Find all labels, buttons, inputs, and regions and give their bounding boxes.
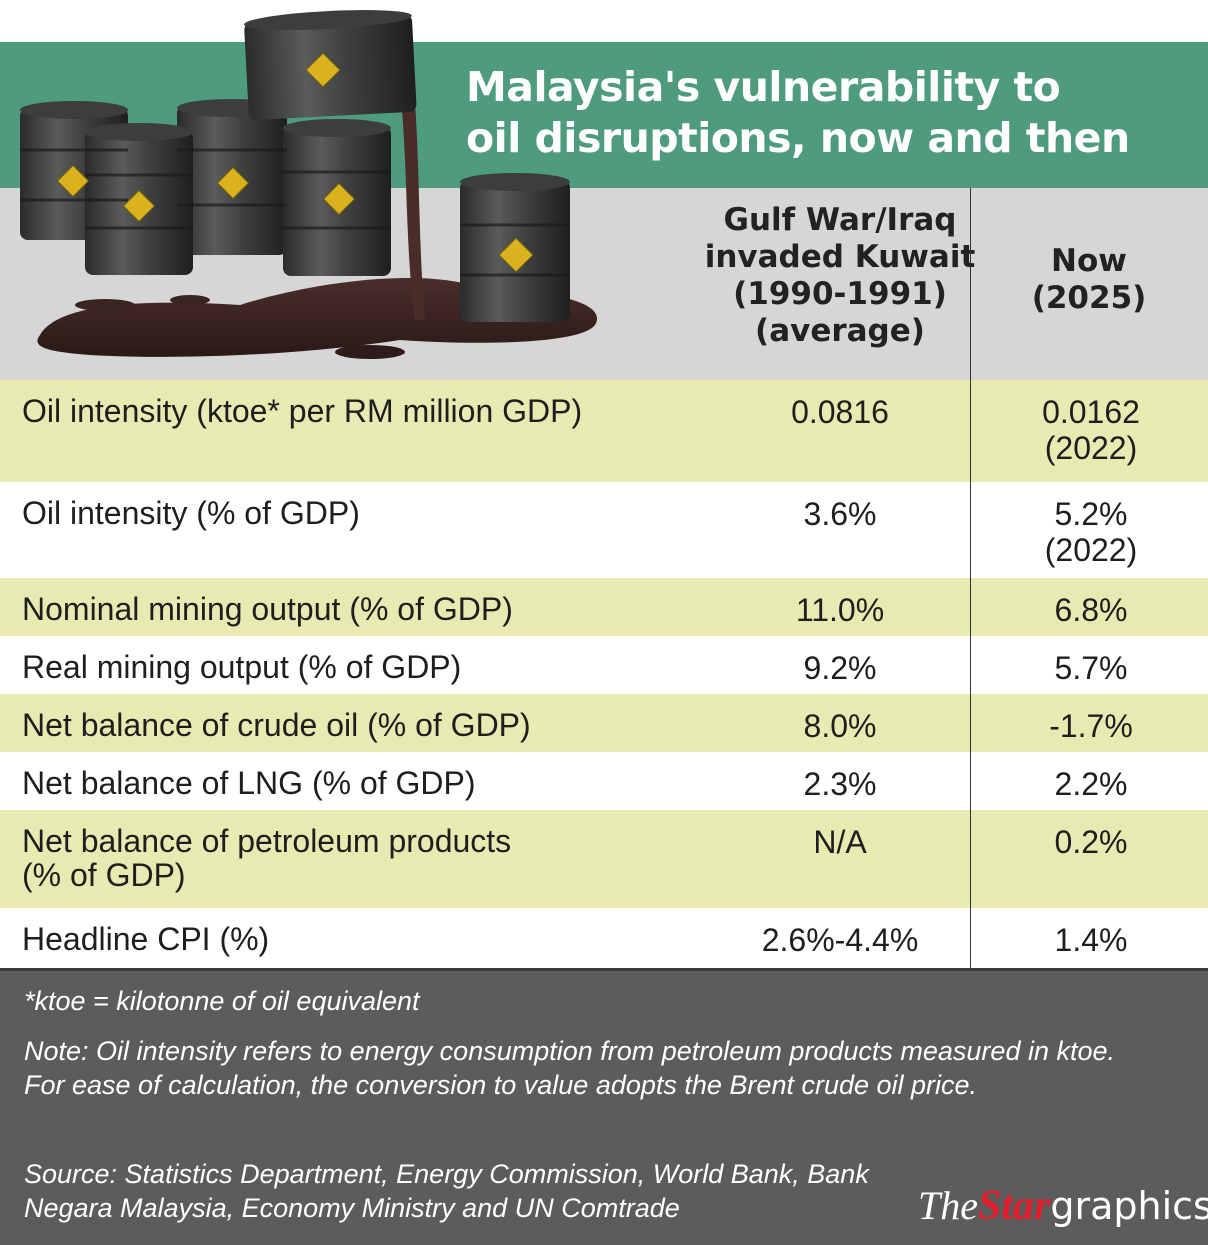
value-now-note: (2022)	[1044, 430, 1138, 466]
value-now: -1.7%	[1049, 708, 1133, 744]
value-now: 2.2%	[1054, 766, 1128, 802]
column-header-then-line: (1990-1991)	[733, 276, 947, 312]
logo-the: The	[918, 1183, 978, 1228]
column-header-now: Now (2025)	[978, 243, 1200, 317]
row-label: Headline CPI (%)	[22, 921, 270, 957]
value-then: 2.3%	[803, 766, 877, 802]
row-label: Net balance of crude oil (% of GDP)	[22, 707, 531, 743]
column-divider	[970, 188, 971, 968]
value-now-note: (2022)	[1044, 532, 1138, 568]
column-header-then: Gulf War/Iraq invaded Kuwait (1990-1991)…	[655, 202, 1025, 350]
value-then: 3.6%	[803, 496, 877, 532]
logo-star: Star	[978, 1183, 1051, 1229]
oil-spill	[37, 90, 598, 359]
column-header-then-line: invaded Kuwait	[704, 239, 976, 275]
title-line-2: oil disruptions, now and then	[466, 114, 1130, 162]
source-text: Source: Statistics Department, Energy Co…	[24, 1159, 869, 1223]
table-row: Oil intensity (ktoe* per RM million GDP)…	[0, 380, 1208, 482]
row-label-line: (% of GDP)	[22, 857, 186, 893]
value-then: 9.2%	[803, 650, 877, 686]
page-title: Malaysia's vulnerability to oil disrupti…	[466, 62, 1186, 164]
note-text: Note: Oil intensity refers to energy con…	[24, 1036, 1116, 1100]
table-row: Headline CPI (%) 2.6%-4.4% 1.4%	[0, 908, 1208, 968]
value-now: 0.2%	[1054, 824, 1128, 860]
footer-notes	[0, 968, 1208, 1245]
row-label: Nominal mining output (% of GDP)	[22, 591, 513, 627]
ktoe-footnote: *ktoe = kilotonne of oil equivalent	[24, 986, 420, 1016]
value-now: 1.4%	[1054, 922, 1128, 958]
table-row: Net balance of petroleum products (% of …	[0, 810, 1208, 908]
value-now: 6.8%	[1054, 592, 1128, 628]
title-line-1: Malaysia's vulnerability to	[466, 63, 1061, 111]
table-row: Net balance of crude oil (% of GDP) 8.0%…	[0, 694, 1208, 752]
value-now-main: 0.0162	[1042, 394, 1140, 430]
row-label: Net balance of LNG (% of GDP)	[22, 765, 476, 801]
column-header-now-line: (2025)	[1031, 280, 1147, 316]
value-now: 5.2% (2022)	[980, 496, 1202, 568]
value-then: 8.0%	[803, 708, 877, 744]
the-star-graphics-logo: TheStargraphics	[918, 1180, 1208, 1231]
value-then: 2.6%-4.4%	[761, 922, 919, 958]
row-label-line: Net balance of petroleum products	[22, 823, 512, 859]
row-label: Net balance of petroleum products (% of …	[22, 824, 672, 892]
row-label: Real mining output (% of GDP)	[22, 649, 462, 685]
value-then: 11.0%	[795, 592, 885, 628]
column-header-then-line: Gulf War/Iraq	[723, 202, 957, 238]
logo-graphics: graphics	[1050, 1184, 1208, 1228]
value-then: 0.0816	[791, 394, 889, 430]
value-now: 0.0162 (2022)	[980, 394, 1202, 466]
column-header-then-line: (average)	[755, 313, 925, 349]
column-header-now-line: Now	[1051, 243, 1127, 279]
value-then: N/A	[813, 824, 867, 860]
value-now-main: 5.2%	[1054, 496, 1128, 532]
row-label: Oil intensity (% of GDP)	[22, 495, 360, 531]
value-now: 5.7%	[1054, 650, 1128, 686]
table-row: Net balance of LNG (% of GDP) 2.3% 2.2%	[0, 752, 1208, 810]
row-label: Oil intensity (ktoe* per RM million GDP)	[22, 393, 583, 429]
oil-barrels-illustration	[20, 10, 598, 359]
table-row: Oil intensity (% of GDP) 3.6% 5.2% (2022…	[0, 482, 1208, 578]
table-row: Nominal mining output (% of GDP) 11.0% 6…	[0, 578, 1208, 636]
table-row: Real mining output (% of GDP) 9.2% 5.7%	[0, 636, 1208, 694]
